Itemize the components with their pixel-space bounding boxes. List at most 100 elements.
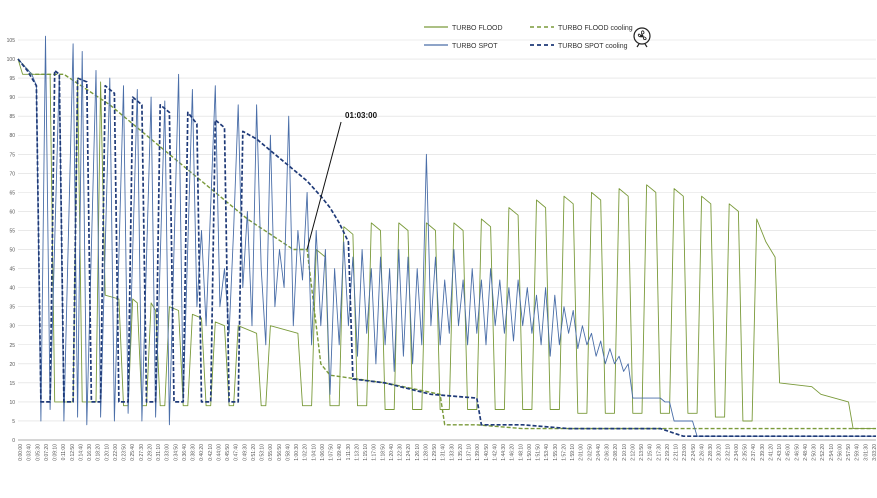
x-tick-label: 1:46:20 — [510, 444, 516, 461]
y-tick-label: 105 — [7, 38, 16, 44]
x-tick-label: 2:23:00 — [682, 444, 688, 461]
x-tick-label: 0:51:20 — [251, 444, 257, 461]
x-tick-label: 0:47:40 — [234, 444, 240, 461]
x-tick-label: 1:18:50 — [380, 444, 386, 461]
x-tick-label: 2:28:30 — [708, 444, 714, 461]
x-tick-label: 0:40:20 — [199, 444, 205, 461]
legend-label-turbo-spot: TURBO SPOT — [452, 43, 498, 50]
legend: TURBO FLOOD TURBO FLOOD cooling TURBO SP… — [424, 25, 651, 50]
x-tick-label: 2:35:50 — [743, 444, 749, 461]
x-tick-label: 0:07:20 — [44, 444, 50, 461]
x-tick-label: 1:26:10 — [415, 444, 421, 461]
x-tick-label: 1:02:20 — [303, 444, 309, 461]
x-tick-label: 0:55:00 — [268, 444, 274, 461]
y-tick-label: 95 — [9, 76, 15, 82]
y-tick-label: 55 — [9, 228, 15, 234]
y-tick-label: 0 — [12, 438, 15, 444]
x-tick-label: 1:59:10 — [570, 444, 576, 461]
x-tick-label: 3:01:30 — [863, 444, 869, 461]
x-tick-label: 0:09:10 — [53, 444, 59, 461]
x-tick-label: 1:04:10 — [311, 444, 317, 461]
y-tick-label: 40 — [9, 286, 15, 292]
x-tick-label: 2:54:10 — [829, 444, 835, 461]
legend-label-turbo-flood: TURBO FLOOD — [452, 25, 503, 32]
x-tick-label: 1:28:00 — [423, 444, 429, 461]
x-tick-label: 2:37:40 — [751, 444, 757, 461]
x-tick-label: 0:22:00 — [113, 444, 119, 461]
x-tick-label: 1:35:20 — [458, 444, 464, 461]
x-tick-label: 0:11:00 — [61, 444, 67, 461]
y-axis-ticks: 0 5 10 15 20 25 30 35 40 45 50 55 60 65 70 75 80 85 90 95 10… — [7, 38, 16, 444]
x-tick-label: 1:22:30 — [398, 444, 404, 461]
x-tick-label: 2:30:20 — [717, 444, 723, 461]
x-tick-label: 0:34:50 — [173, 444, 179, 461]
x-tick-label: 2:45:00 — [786, 444, 792, 461]
series-lines — [17, 35, 876, 438]
y-tick-label: 25 — [9, 343, 15, 349]
x-tick-label: 0:44:00 — [216, 444, 222, 461]
y-tick-label: 50 — [9, 248, 15, 254]
x-tick-label: 1:48:10 — [518, 444, 524, 461]
x-tick-label: 1:15:10 — [363, 444, 369, 461]
x-tick-label: 1:51:50 — [536, 444, 542, 461]
x-tick-label: 1:44:30 — [501, 444, 507, 461]
x-tick-label: 2:34:00 — [734, 444, 740, 461]
x-tick-label: 2:26:40 — [699, 444, 705, 461]
x-tick-label: 1:09:40 — [337, 444, 343, 461]
x-tick-label: 0:29:20 — [147, 444, 153, 461]
x-tick-label: 0:14:40 — [78, 444, 84, 461]
x-tick-label: 1:24:20 — [406, 444, 412, 461]
x-tick-label: 2:39:30 — [760, 444, 766, 461]
x-tick-label: 1:50:00 — [527, 444, 533, 461]
y-tick-label: 75 — [9, 152, 15, 158]
x-tick-label: 1:20:40 — [389, 444, 395, 461]
y-tick-label: 80 — [9, 133, 15, 139]
x-tick-label: 2:15:40 — [648, 444, 654, 461]
x-tick-label: 2:02:50 — [587, 444, 593, 461]
x-tick-label: 2:17:30 — [656, 444, 662, 461]
x-tick-label: 0:23:50 — [122, 444, 128, 461]
x-tick-label: 2:13:50 — [639, 444, 645, 461]
x-tick-label: 1:42:40 — [492, 444, 498, 461]
y-tick-label: 90 — [9, 95, 15, 101]
x-tick-label: 2:04:40 — [596, 444, 602, 461]
y-tick-label: 5 — [12, 419, 15, 425]
y-tick-label: 35 — [9, 305, 15, 311]
x-tick-label: 2:08:20 — [613, 444, 619, 461]
x-tick-label: 1:37:10 — [467, 444, 473, 461]
x-tick-label: 0:31:10 — [156, 444, 162, 461]
y-tick-label: 60 — [9, 209, 15, 215]
x-tick-label: 2:56:00 — [837, 444, 843, 461]
x-tick-label: 0:36:40 — [182, 444, 188, 461]
x-tick-label: 1:55:30 — [553, 444, 559, 461]
x-tick-label: 1:31:40 — [441, 444, 447, 461]
y-tick-label: 15 — [9, 381, 15, 387]
x-tick-label: 1:53:40 — [544, 444, 550, 461]
x-tick-label: 0:25:40 — [130, 444, 136, 461]
x-tick-label: 2:46:50 — [794, 444, 800, 461]
fan-icon — [633, 27, 651, 48]
x-axis-ticks: 0:00:00 0:03:40 0:05:30 0:07:20 0:09:10 0:11:… — [18, 444, 877, 461]
x-tick-label: 2:50:30 — [812, 444, 818, 461]
series-line-turbo-flood-cooling — [17, 58, 876, 430]
x-tick-label: 2:32:10 — [725, 444, 731, 461]
series-line-turbo-spot — [17, 35, 876, 437]
x-tick-label: 0:33:00 — [165, 444, 171, 461]
y-tick-label: 45 — [9, 267, 15, 273]
x-tick-label: 1:40:50 — [484, 444, 490, 461]
x-tick-label: 2:43:10 — [777, 444, 783, 461]
x-tick-label: 2:21:10 — [674, 444, 680, 461]
y-tick-label: 30 — [9, 324, 15, 330]
series-line-turbo-flood — [17, 58, 876, 430]
x-tick-label: 2:10:10 — [622, 444, 628, 461]
x-tick-label: 2:41:20 — [768, 444, 774, 461]
annotation-label: 01:03:00 — [345, 111, 378, 120]
x-tick-label: 0:16:30 — [87, 444, 93, 461]
x-tick-label: 1:39:00 — [475, 444, 481, 461]
x-tick-label: 0:45:50 — [225, 444, 231, 461]
x-tick-label: 0:03:40 — [27, 444, 33, 461]
series-line-turbo-spot-cooling — [17, 58, 876, 438]
x-tick-label: 1:00:30 — [294, 444, 300, 461]
x-tick-label: 2:52:20 — [820, 444, 826, 461]
